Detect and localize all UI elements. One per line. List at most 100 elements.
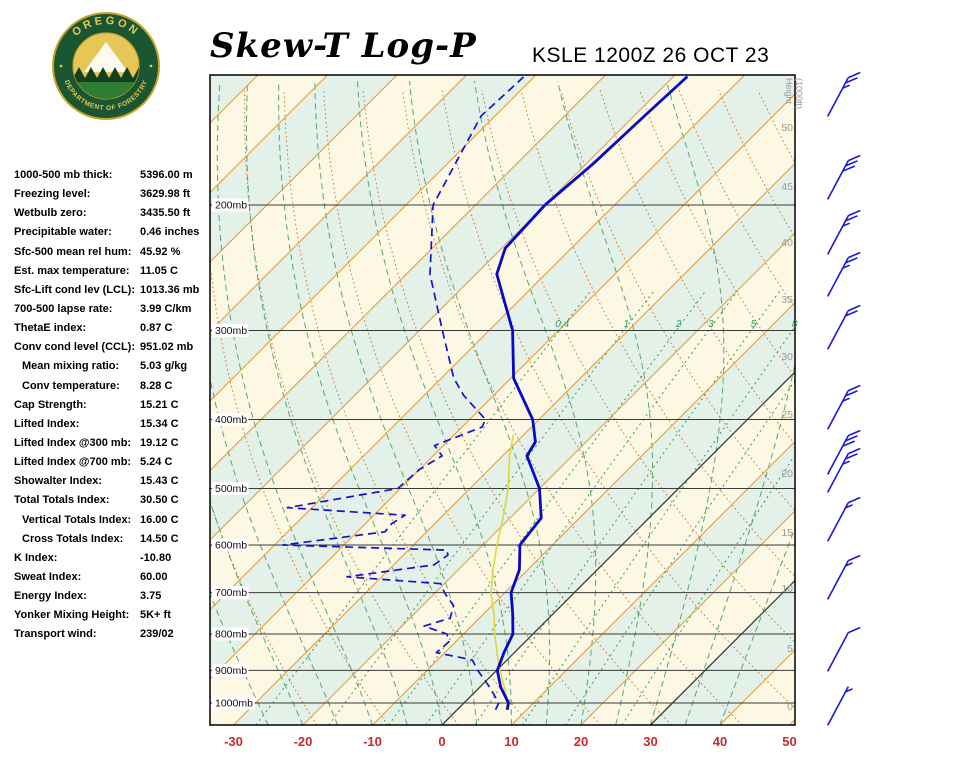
x-axis-tick-label: 40 (713, 734, 727, 749)
pressure-label: 800mb (215, 628, 247, 640)
height-label: 0 (787, 701, 793, 713)
page-title: Skew-T Log-P (210, 26, 477, 66)
wind-barb (826, 384, 861, 430)
stat-label: Showalter Index: (14, 475, 103, 488)
wind-barb (826, 496, 861, 542)
stat-row: 700-500 lapse rate: 3.99 C/km (14, 303, 214, 322)
stat-row: Sweat Index: 60.00 (14, 571, 214, 590)
stat-value: 0.46 inches (140, 226, 200, 239)
wind-barbs (826, 71, 861, 726)
stat-value: 0.87 C (140, 322, 173, 335)
stat-value: 5396.00 m (140, 169, 193, 181)
pressure-label: 700mb (215, 587, 247, 599)
stat-label: Cap Strength: (14, 398, 87, 411)
x-axis-tick-label: 30 (643, 734, 657, 749)
background-bands (210, 75, 795, 725)
x-axis-tick-label: 0 (438, 734, 445, 749)
stat-label: Freezing level: (14, 188, 91, 201)
mixing-ratio-label: 0.4 (555, 319, 569, 330)
stat-row: Lifted Index @300 mb: 19.12 C (14, 437, 214, 456)
wind-barb (826, 304, 861, 350)
stat-value: 3.99 C/km (140, 302, 192, 315)
mixing-ratio-label: 1 (624, 319, 630, 330)
mixing-ratio-label: 3 (708, 319, 714, 330)
chart-border (209, 74, 796, 726)
logo-trees-icon (73, 67, 139, 84)
stat-row: Est. max temperature: 11.05 C (14, 265, 214, 284)
wind-barb (826, 209, 861, 255)
stat-value: 5K+ ft (140, 609, 171, 622)
stat-value: 19.12 C (140, 436, 179, 449)
stat-label: K Index: (14, 551, 58, 564)
stat-row: Mean mixing ratio: 5.03 g/kg (14, 360, 214, 379)
stat-value: 1013.36 mb (140, 283, 200, 296)
height-axis-caption: (1000ft) (794, 78, 804, 109)
stat-row: Wetbulb zero: 3435.50 ft (14, 207, 214, 226)
stat-value: 3629.98 ft (140, 188, 191, 201)
x-axis-tick-label: 50 (782, 734, 796, 749)
stat-label: Sfc-Lift cond lev (LCL): (14, 283, 135, 296)
station-time-label: KSLE 1200Z 26 OCT 23 (532, 44, 770, 67)
wind-barb (826, 154, 861, 200)
logo-dot-right (149, 64, 153, 68)
logo-mountain-icon (84, 42, 128, 72)
logo-dot-left (59, 64, 63, 68)
stat-label: Conv temperature: (22, 379, 120, 392)
stat-value: 239/02 (140, 628, 174, 641)
pressure-label: 300mb (215, 325, 247, 337)
wind-barb (826, 429, 861, 475)
stat-row: Sfc-500 mean rel hum: 45.92 % (14, 246, 214, 265)
stat-label: Transport wind: (14, 628, 97, 641)
pressure-label: 600mb (215, 539, 247, 551)
height-label: 15 (781, 527, 793, 539)
x-axis-tick-label: -10 (363, 734, 382, 749)
mixing-ratio-label: 5 (751, 319, 757, 330)
isotherms (210, 75, 795, 725)
wind-barb (826, 626, 861, 672)
wind-barb (826, 447, 861, 493)
wind-barb (826, 251, 861, 297)
stat-value: 60.00 (140, 570, 168, 583)
dewpoint-trace (282, 75, 525, 711)
height-label: 35 (781, 294, 793, 306)
pressure-label: 500mb (215, 483, 247, 495)
stat-row: Cross Totals Index: 14.50 C (14, 533, 214, 552)
stat-value: -10.80 (140, 551, 172, 564)
height-label: 50 (781, 122, 793, 134)
stat-row: Conv temperature: 8.28 C (14, 380, 214, 399)
sounding-traces (282, 75, 689, 711)
stat-value: 8.28 C (140, 379, 173, 392)
x-axis-tick-label: -20 (294, 734, 313, 749)
stat-label: Lifted Index: (14, 417, 80, 430)
stat-row: K Index: -10.80 (14, 552, 214, 571)
stat-row: Energy Index: 3.75 (14, 590, 214, 609)
stat-label: Yonker Mixing Height: (14, 609, 130, 622)
mixing-ratio-label: 2 (675, 319, 682, 330)
stat-label: Sfc-500 mean rel hum: (14, 245, 132, 258)
pressure-label: 900mb (215, 665, 247, 677)
stat-row: Transport wind: 239/02 (14, 628, 214, 647)
stat-value: 16.00 C (140, 513, 179, 526)
stat-row: Total Totals Index: 30.50 C (14, 494, 214, 513)
height-axis-caption: Height (784, 78, 794, 105)
stat-value: 15.43 C (140, 475, 179, 488)
indices-panel: 1000-500 mb thick: 5396.00 m Freezing leve… (14, 169, 214, 648)
pressure-label: 1000mb (215, 698, 253, 710)
stat-value: 30.50 C (140, 494, 179, 507)
stat-label: Est. max temperature: (14, 264, 130, 277)
stat-value: 5.03 g/kg (140, 360, 188, 373)
stat-row: ThetaE index: 0.87 C (14, 322, 214, 341)
stat-label: Vertical Totals Index: (22, 513, 132, 526)
height-label: 30 (781, 351, 793, 363)
stat-value: 3435.50 ft (140, 207, 191, 220)
stat-label: Cross Totals Index: (22, 532, 124, 545)
stat-label: Mean mixing ratio: (22, 360, 120, 373)
stat-row: Conv cond level (CCL): 951.02 mb (14, 341, 214, 360)
stat-value: 45.92 % (140, 245, 181, 258)
pressure-label: 400mb (215, 414, 247, 426)
stat-label: 700-500 lapse rate: (14, 302, 113, 315)
stat-row: Vertical Totals Index: 16.00 C (14, 514, 214, 533)
stat-value: 15.34 C (140, 417, 179, 430)
